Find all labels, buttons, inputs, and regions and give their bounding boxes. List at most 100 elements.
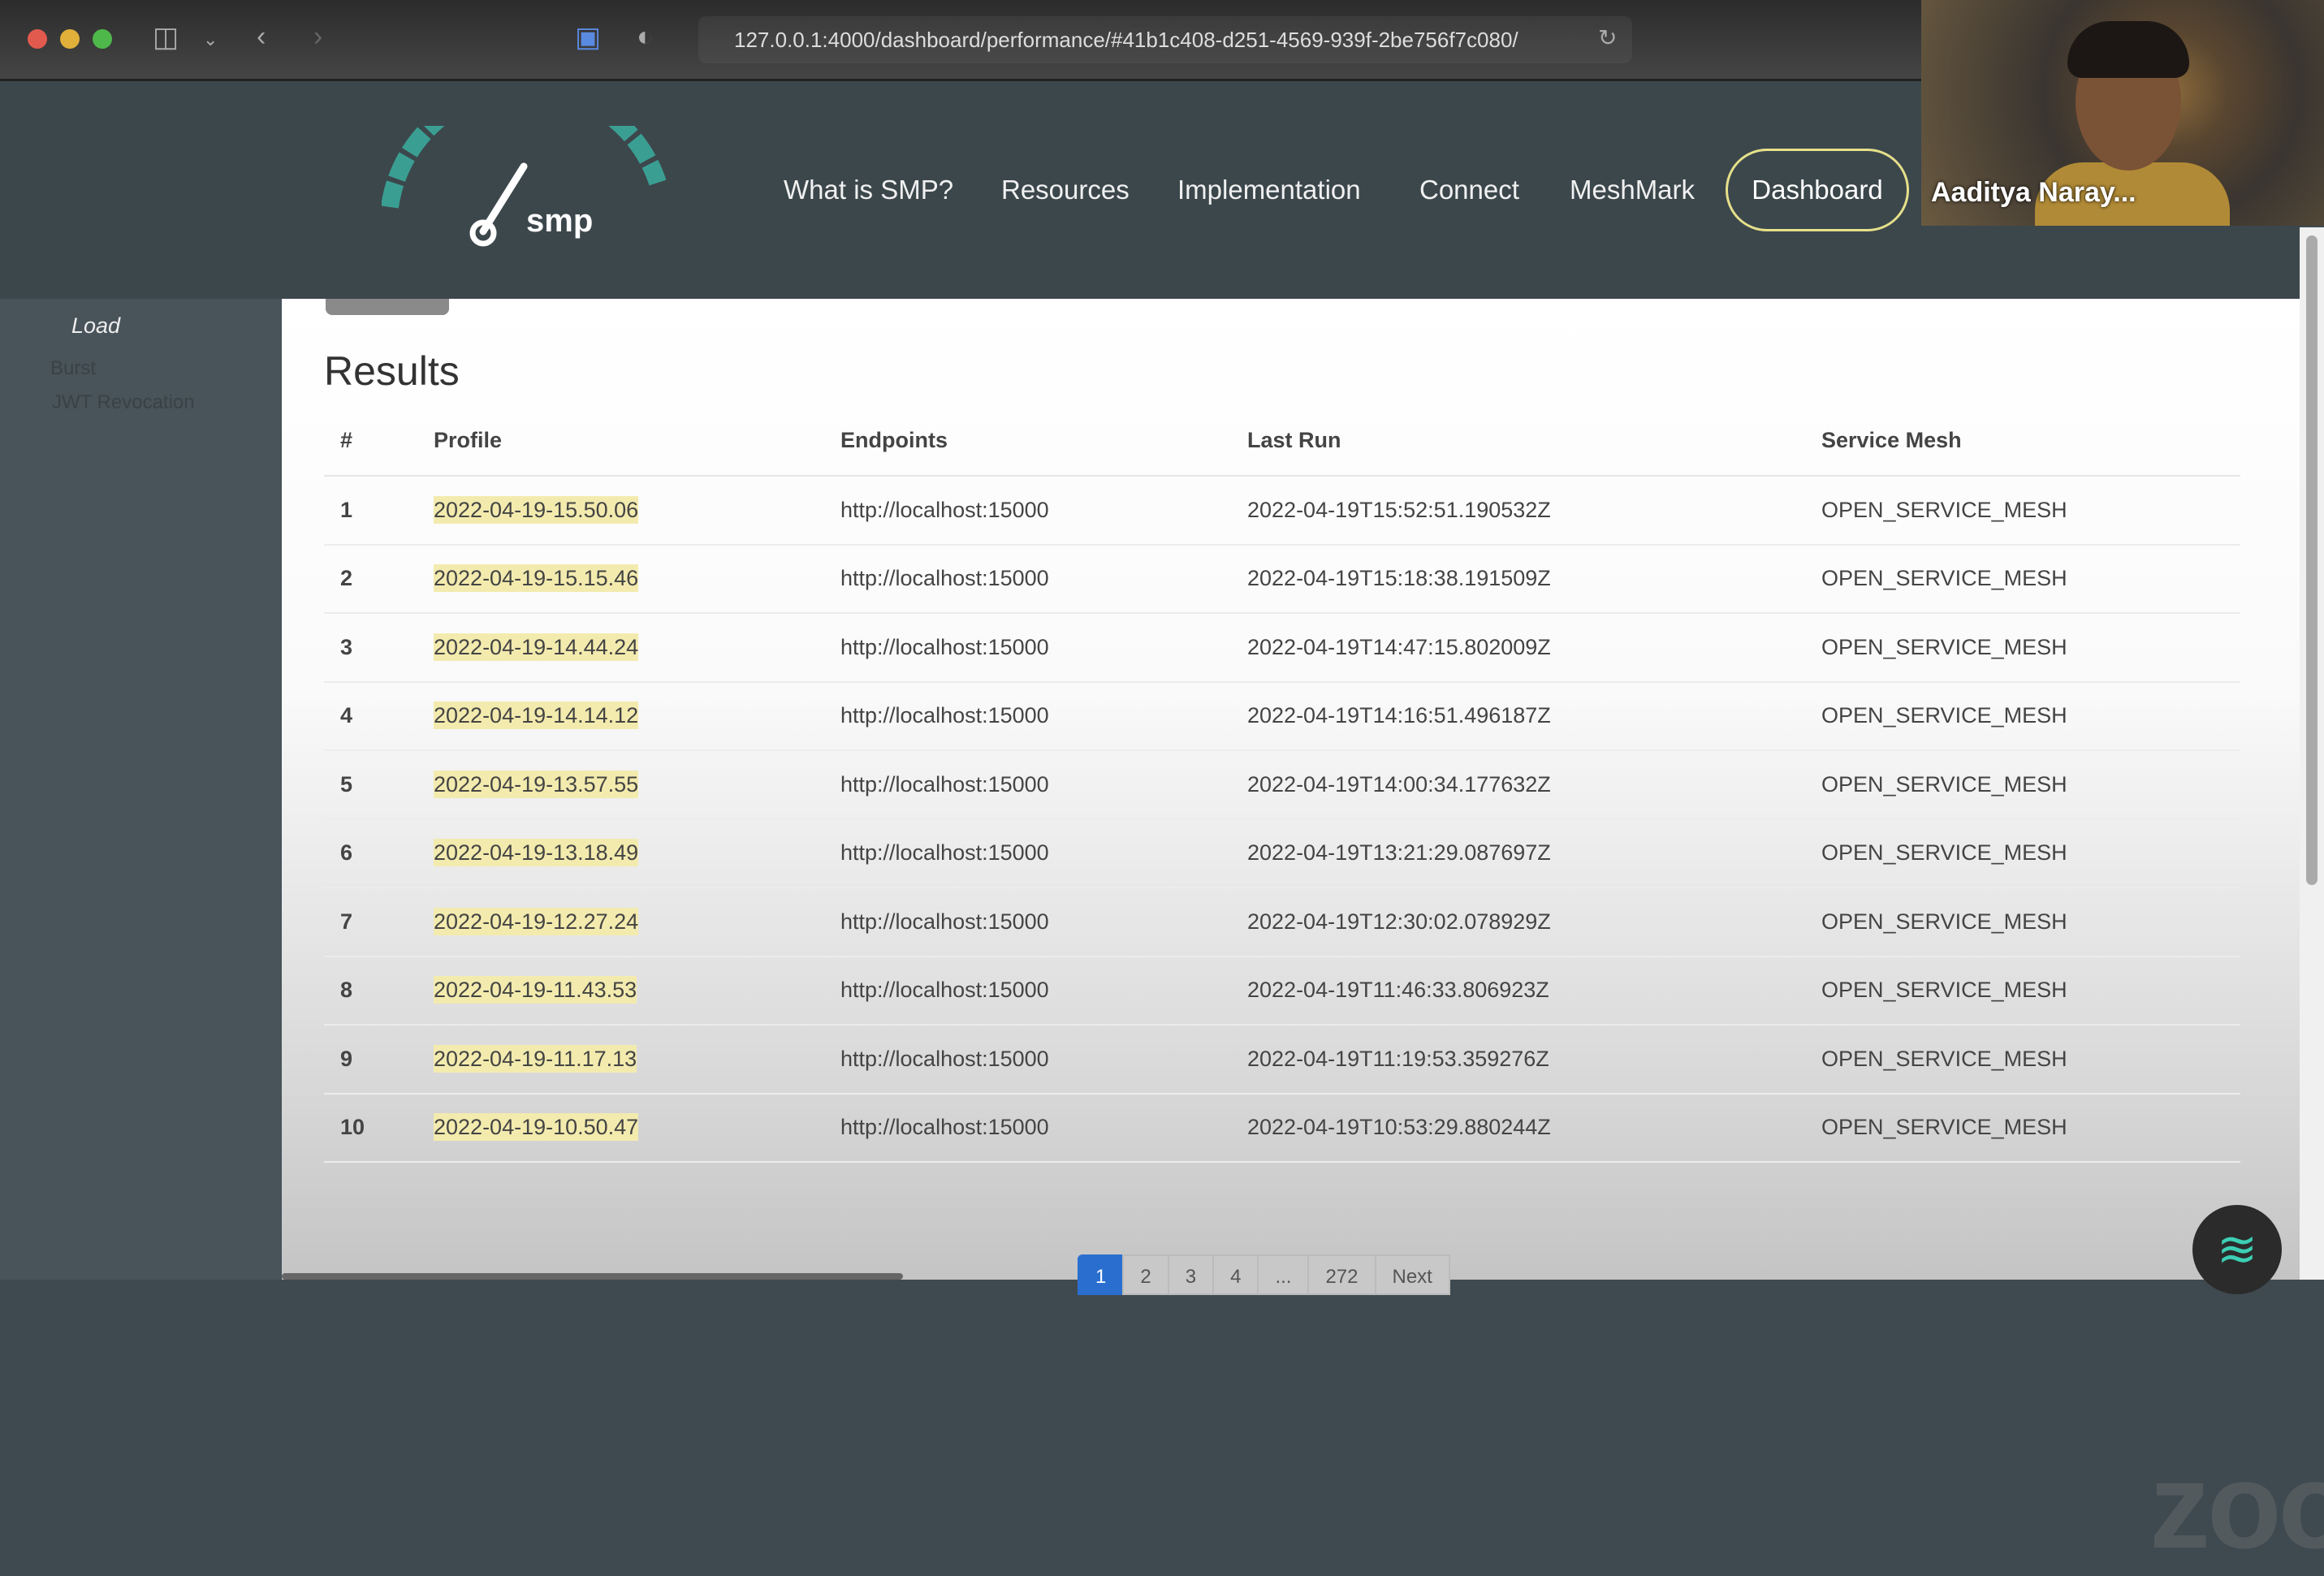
cell-service-mesh-text: OPEN_SERVICE_MESH [1821,497,2067,522]
cell-last-run-text: 2022-04-19T15:52:51.190532Z [1247,497,1551,522]
table-row[interactable]: 3 2022-04-19-14.44.24 http://localhost:150… [324,613,2240,683]
horizontal-scrollbar[interactable] [282,1273,903,1280]
cell-profile[interactable]: 2022-04-19-11.17.13 [434,1025,840,1095]
sidebar-toggle-icon[interactable]: ◫ [153,22,179,53]
cell-profile-text[interactable]: 2022-04-19-10.50.47 [434,1113,639,1142]
cell-endpoint-text: http://localhost:15000 [840,771,1049,797]
page-2-button[interactable]: 2 [1122,1254,1168,1295]
minimize-window-button[interactable] [60,29,80,49]
page-1-button[interactable]: 1 [1078,1254,1123,1295]
reload-icon[interactable]: ↻ [1598,25,1618,50]
cell-last-run: 2022-04-19T10:53:29.880244Z [1247,1093,1821,1163]
table-row[interactable]: 7 2022-04-19-12.27.24 http://localhost:150… [324,887,2240,957]
cell-profile[interactable]: 2022-04-19-13.57.55 [434,750,840,820]
nav-resources[interactable]: Resources [1001,175,1130,205]
cell-service-mesh: OPEN_SERVICE_MESH [1821,544,2240,614]
participant-name: Aaditya Naray... [1931,177,2136,208]
table-row[interactable]: 8 2022-04-19-11.43.53 http://localhost:150… [324,956,2240,1025]
logo-text: smp [526,203,593,239]
bitwarden-extension-icon[interactable]: ▣ [575,22,602,53]
table-row[interactable]: 1 2022-04-19-15.50.06 http://localhost:150… [324,476,2240,546]
back-icon[interactable]: ‹ [257,21,266,52]
cell-profile-text[interactable]: 2022-04-19-13.57.55 [434,770,639,798]
table-row[interactable]: 4 2022-04-19-14.14.12 http://localhost:150… [324,681,2240,751]
cell-service-mesh: OPEN_SERVICE_MESH [1821,476,2240,546]
cell-profile[interactable]: 2022-04-19-10.50.47 [434,1093,840,1163]
tab-stub[interactable] [326,299,449,315]
main-content: Results # Profile Endpoints Last Run Ser… [282,299,2324,1574]
cell-profile[interactable]: 2022-04-19-14.14.12 [434,681,840,751]
table-row[interactable]: 2 2022-04-19-15.15.46 http://localhost:150… [324,544,2240,614]
sidebar-item-burst[interactable]: Burst [50,357,97,379]
results-table: # Profile Endpoints Last Run Service Mes… [324,406,2240,1163]
cell-service-mesh-text: OPEN_SERVICE_MESH [1821,771,2067,797]
column-header-endpoints[interactable]: Endpoints [840,406,1247,477]
cell-service-mesh-text: OPEN_SERVICE_MESH [1821,634,2067,659]
cell-last-run-text: 2022-04-19T12:30:02.078929Z [1247,909,1551,934]
page-3-button[interactable]: 3 [1167,1254,1213,1295]
cell-index: 1 [324,476,434,546]
cell-profile[interactable]: 2022-04-19-11.43.53 [434,956,840,1025]
nav-implementation[interactable]: Implementation [1177,175,1361,205]
address-bar[interactable]: 127.0.0.1:4000/dashboard/performance/#41… [698,16,1632,63]
cell-profile-text[interactable]: 2022-04-19-15.50.06 [434,495,639,524]
nav-connect[interactable]: Connect [1419,175,1519,205]
cell-service-mesh: OPEN_SERVICE_MESH [1821,750,2240,820]
chevron-down-icon[interactable]: ⌄ [203,29,218,50]
cell-service-mesh: OPEN_SERVICE_MESH [1821,818,2240,888]
table-row[interactable]: 5 2022-04-19-13.57.55 http://localhost:150… [324,750,2240,820]
cell-profile-text[interactable]: 2022-04-19-14.14.12 [434,702,639,730]
cell-last-run: 2022-04-19T14:16:51.496187Z [1247,681,1821,751]
column-header-profile[interactable]: Profile [434,406,840,477]
cell-last-run: 2022-04-19T14:47:15.802009Z [1247,613,1821,683]
cell-index-text: 10 [340,1115,365,1140]
table-row[interactable]: 10 2022-04-19-10.50.47 http://localhost:15… [324,1093,2240,1163]
nav-meshmark[interactable]: MeshMark [1570,175,1695,205]
floating-action-button[interactable]: ≋ [2192,1205,2282,1294]
cell-service-mesh: OPEN_SERVICE_MESH [1821,681,2240,751]
cell-profile-text[interactable]: 2022-04-19-14.44.24 [434,633,639,661]
close-window-button[interactable] [28,29,47,49]
nav-what-is-smp[interactable]: What is SMP? [784,175,954,205]
vertical-scrollbar[interactable] [2300,227,2324,1280]
cell-profile[interactable]: 2022-04-19-15.15.46 [434,544,840,614]
column-header-last-run[interactable]: Last Run [1247,406,1821,477]
cell-last-run-text: 2022-04-19T11:46:33.806923Z [1247,978,1549,1003]
cell-endpoint: http://localhost:15000 [840,750,1247,820]
cell-endpoint-text: http://localhost:15000 [840,1046,1049,1071]
forward-icon[interactable]: › [313,21,323,52]
scrollbar-thumb[interactable] [2306,235,2318,885]
sidebar: Load Burst JWT Revocation [0,299,282,1280]
cell-profile-text[interactable]: 2022-04-19-12.27.24 [434,907,639,935]
cell-profile[interactable]: 2022-04-19-15.50.06 [434,476,840,546]
cell-profile-text[interactable]: 2022-04-19-15.15.46 [434,564,639,593]
cell-profile-text[interactable]: 2022-04-19-11.17.13 [434,1044,637,1073]
shield-icon[interactable]: ◐ [637,21,654,52]
page-272-button[interactable]: 272 [1307,1254,1375,1295]
cell-profile[interactable]: 2022-04-19-14.44.24 [434,613,840,683]
page-ellipsis-button: ... [1257,1254,1308,1295]
table-row[interactable]: 9 2022-04-19-11.17.13 http://localhost:150… [324,1025,2240,1095]
cell-endpoint: http://localhost:15000 [840,476,1247,546]
cell-profile[interactable]: 2022-04-19-12.27.24 [434,887,840,957]
cell-last-run-text: 2022-04-19T13:21:29.087697Z [1247,840,1551,866]
cell-endpoint: http://localhost:15000 [840,613,1247,683]
cell-profile[interactable]: 2022-04-19-13.18.49 [434,818,840,888]
cell-index: 2 [324,544,434,614]
table-header-row: # Profile Endpoints Last Run Service Mes… [324,406,2240,477]
page-4-button[interactable]: 4 [1212,1254,1258,1295]
sidebar-item-jwt-revocation[interactable]: JWT Revocation [52,391,195,413]
next-page-button[interactable]: Next [1374,1254,1450,1295]
sidebar-item-load[interactable]: Load [71,313,121,338]
maximize-window-button[interactable] [93,29,112,49]
cell-profile-text[interactable]: 2022-04-19-13.18.49 [434,839,639,867]
table-row[interactable]: 6 2022-04-19-13.18.49 http://localhost:150… [324,818,2240,888]
cell-endpoint: http://localhost:15000 [840,1093,1247,1163]
cell-index: 6 [324,818,434,888]
nav-dashboard-button[interactable]: Dashboard [1726,149,1909,231]
smp-logo[interactable]: smp [382,126,666,248]
cell-endpoint: http://localhost:15000 [840,818,1247,888]
column-header-service-mesh[interactable]: Service Mesh [1821,406,2240,477]
cell-last-run-text: 2022-04-19T14:47:15.802009Z [1247,634,1551,659]
cell-profile-text[interactable]: 2022-04-19-11.43.53 [434,976,637,1004]
